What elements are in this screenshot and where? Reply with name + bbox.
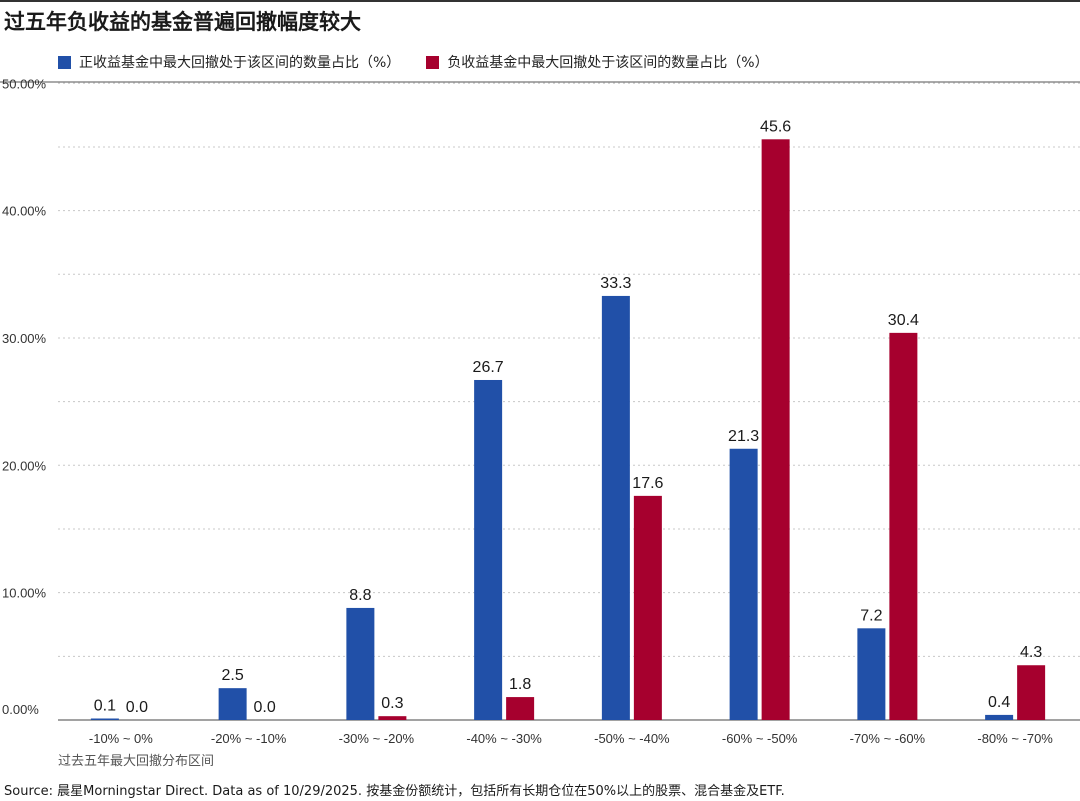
legend-swatch-positive — [58, 55, 71, 69]
y-tick-label: 20.00% — [2, 458, 47, 473]
bar-negative — [889, 332, 918, 720]
bar-negative — [1017, 665, 1046, 720]
legend-item-negative: 负收益基金中最大回撤处于该区间的数量占比（%） — [426, 52, 769, 72]
bar-positive — [90, 718, 119, 720]
bar-negative — [506, 697, 535, 720]
x-axis-title: 过去五年最大回撤分布区间 — [58, 753, 214, 769]
bar-positive — [474, 379, 503, 720]
data-label-negative: 0.3 — [381, 695, 403, 712]
legend: 正收益基金中最大回撤处于该区间的数量占比（%） 负收益基金中最大回撤处于该区间的… — [58, 52, 769, 72]
y-tick-label: 50.00% — [2, 76, 47, 91]
data-label-negative: 45.6 — [760, 118, 791, 135]
y-tick-label: 30.00% — [2, 331, 47, 346]
data-label-positive: 26.7 — [473, 359, 504, 376]
x-tick-label: -40% ~ -30% — [466, 731, 542, 746]
x-tick-label: -80% ~ -70% — [977, 731, 1053, 746]
data-label-positive: 8.8 — [349, 587, 371, 604]
x-tick-label: -50% ~ -40% — [594, 731, 670, 746]
y-tick-label: 40.00% — [2, 204, 47, 219]
data-label-positive: 0.4 — [988, 694, 1010, 711]
data-label-negative: 4.3 — [1020, 644, 1042, 661]
data-label-positive: 33.3 — [600, 275, 631, 292]
legend-label-negative: 负收益基金中最大回撤处于该区间的数量占比（%） — [447, 55, 769, 71]
bar-positive — [729, 448, 758, 720]
bar-positive — [346, 607, 375, 720]
x-tick-label: -30% ~ -20% — [339, 731, 415, 746]
bar-positive — [218, 688, 247, 720]
bar-negative — [633, 495, 662, 720]
x-tick-label: -10% ~ 0% — [89, 731, 153, 746]
data-label-positive: 0.1 — [94, 698, 116, 715]
source-note: Source: 晨星Morningstar Direct. Data as of… — [4, 784, 785, 799]
data-label-negative: 30.4 — [888, 312, 919, 329]
y-tick-label: 0.00% — [2, 702, 39, 717]
legend-item-positive: 正收益基金中最大回撤处于该区间的数量占比（%） — [58, 52, 400, 72]
x-tick-label: -20% ~ -10% — [211, 731, 287, 746]
legend-swatch-negative — [426, 55, 440, 69]
data-label-negative: 0.0 — [254, 699, 276, 716]
top-border — [0, 0, 1080, 2]
bar-positive — [985, 714, 1014, 720]
data-label-negative: 17.6 — [632, 475, 663, 492]
x-tick-label: -60% ~ -50% — [722, 731, 798, 746]
bar-positive — [857, 628, 886, 720]
bar-positive — [601, 295, 630, 720]
data-label-positive: 2.5 — [222, 667, 244, 684]
y-tick-label: 10.00% — [2, 586, 47, 601]
bar-negative — [761, 139, 790, 720]
data-label-positive: 7.2 — [860, 607, 882, 624]
data-label-negative: 1.8 — [509, 676, 531, 693]
data-label-negative: 0.0 — [126, 699, 148, 716]
x-tick-label: -70% ~ -60% — [850, 731, 926, 746]
data-label-positive: 21.3 — [728, 428, 759, 445]
chart-title: 过五年负收益的基金普遍回撤幅度较大 — [4, 10, 361, 34]
bar-negative — [378, 716, 407, 720]
legend-label-positive: 正收益基金中最大回撤处于该区间的数量占比（%） — [79, 55, 401, 71]
